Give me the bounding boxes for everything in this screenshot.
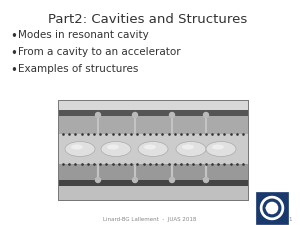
Circle shape [133,112,137,117]
Circle shape [169,112,175,117]
Bar [58,180,248,186]
Bar [58,100,248,200]
Text: 1: 1 [289,217,292,222]
Text: From a cavity to an accelerator: From a cavity to an accelerator [18,47,181,57]
Bar [171,116,173,134]
Ellipse shape [144,144,156,149]
Text: •: • [10,30,17,43]
Ellipse shape [176,142,206,157]
Bar [58,186,248,200]
Bar [97,164,99,180]
Text: Examples of structures: Examples of structures [18,64,138,74]
Circle shape [203,112,208,117]
Ellipse shape [71,144,83,149]
Bar [171,164,173,180]
Circle shape [266,202,278,214]
Ellipse shape [212,144,224,149]
Ellipse shape [101,142,131,157]
Bar [58,110,248,116]
Text: Modes in resonant cavity: Modes in resonant cavity [18,30,149,40]
Ellipse shape [138,142,168,157]
Ellipse shape [182,144,194,149]
Circle shape [133,178,137,182]
Bar [134,164,136,180]
Circle shape [169,178,175,182]
Ellipse shape [65,142,95,157]
Text: •: • [10,47,17,60]
Bar [134,116,136,134]
Text: Linard-BG Lallement  -  JUAS 2018: Linard-BG Lallement - JUAS 2018 [103,217,197,222]
Text: Part2: Cavities and Structures: Part2: Cavities and Structures [48,13,248,26]
Ellipse shape [206,142,236,157]
Circle shape [263,199,281,217]
FancyBboxPatch shape [256,192,288,224]
Bar [205,116,207,134]
Circle shape [203,178,208,182]
Bar [58,100,248,110]
Bar [205,164,207,180]
Circle shape [95,112,101,117]
Ellipse shape [107,144,119,149]
Circle shape [95,178,101,182]
Text: •: • [10,64,17,77]
Bar [58,116,248,134]
Bar [58,164,248,180]
Bar [58,134,248,164]
Bar [97,116,99,134]
Circle shape [260,196,283,220]
